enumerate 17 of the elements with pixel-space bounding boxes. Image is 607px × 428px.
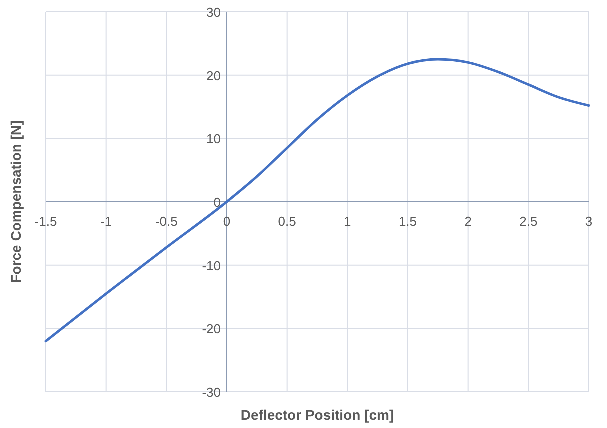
- y-tick-label: 10: [206, 132, 221, 147]
- y-tick-label: -20: [202, 322, 221, 337]
- x-tick-label: -1: [100, 214, 112, 229]
- y-tick-label: -30: [202, 385, 221, 400]
- x-tick-label: 0.5: [278, 214, 296, 229]
- y-tick-label: 30: [206, 5, 221, 20]
- x-tick-label: -1.5: [34, 214, 58, 229]
- x-tick-label: 1: [344, 214, 352, 229]
- x-tick-label: 3: [585, 214, 593, 229]
- x-tick-label: 2.5: [520, 214, 538, 229]
- x-tick-label: 2: [464, 214, 472, 229]
- y-axis-title: Force Compensation [N]: [8, 120, 24, 284]
- y-tick-label: 20: [206, 68, 221, 84]
- x-tick-label: -0.5: [155, 214, 178, 229]
- x-axis-title: Deflector Position [cm]: [240, 407, 394, 423]
- x-tick-label: 1.5: [398, 214, 418, 229]
- y-tick-label: -10: [202, 258, 221, 274]
